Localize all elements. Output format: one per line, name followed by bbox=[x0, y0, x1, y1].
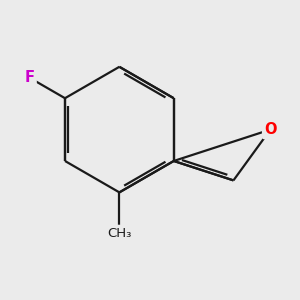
Text: CH₃: CH₃ bbox=[107, 227, 131, 240]
Text: O: O bbox=[264, 122, 277, 137]
Text: F: F bbox=[25, 70, 34, 85]
